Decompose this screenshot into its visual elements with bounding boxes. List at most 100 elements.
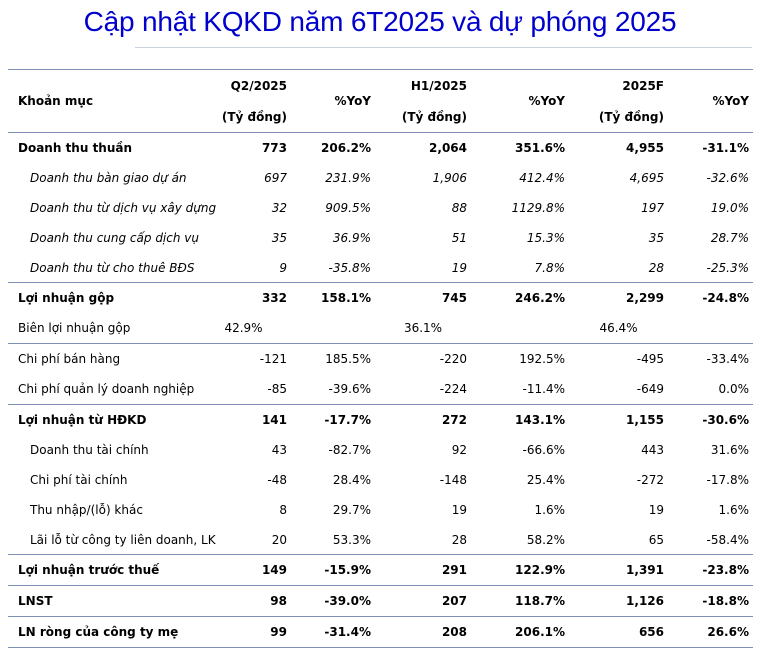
row-label: Chi phí bán hàng [8, 343, 196, 375]
table-row: Chi phí bán hàng -121 185.5% -220 192.5% -495… [8, 343, 753, 375]
header-q2: Q2/2025 [230, 79, 287, 93]
cell-f-yoy: 0.0% [718, 382, 750, 397]
cell-q2-yoy: -17.7% [291, 404, 375, 435]
cell-q2: 99 [196, 616, 291, 649]
cell-f-yoy: -58.4% [706, 532, 749, 547]
cell-h1-yoy: 15.3% [526, 230, 565, 245]
row-label: Doanh thu từ cho thuê BĐS [30, 260, 195, 275]
cell-q2: 149 [196, 554, 291, 586]
table-row: Chi phí quản lý doanh nghiệp -85 -39.6% -22… [8, 374, 753, 404]
header-2025f-yoy: %YoY [712, 94, 749, 108]
cell-f: 656 [569, 616, 668, 649]
cell-h1-yoy: 25.4% [526, 472, 565, 487]
table-row: Doanh thu bàn giao dự án 697 231.9% 1,906 41… [8, 163, 753, 193]
row-label: Lợi nhuận gộp [8, 282, 196, 314]
cell-h1-yoy [471, 313, 569, 343]
cell-h1-yoy: 192.5% [471, 343, 569, 375]
header-q2-yoy: %YoY [334, 94, 371, 108]
row-label: Doanh thu tài chính [30, 442, 149, 457]
cell-h1: 272 [375, 404, 471, 435]
row-label: Doanh thu cung cấp dịch vụ [30, 230, 199, 245]
table-row: Thu nhập/(lỗ) khác 8 29.7% 19 1.6% 19 1.6% [8, 495, 753, 525]
cell-q2: -85 [267, 382, 287, 397]
cell-h1: 36.1% [403, 321, 443, 336]
table-row: Doanh thu từ cho thuê BĐS 9 -35.8% 19 7.8% 28… [8, 253, 753, 283]
cell-f: 443 [641, 442, 664, 457]
table-row: Biên lợi nhuận gộp 42.9% 36.1% 46.4% [8, 313, 753, 343]
cell-h1-yoy: 122.9% [471, 554, 569, 586]
cell-h1-yoy: 246.2% [471, 282, 569, 314]
cell-q2-yoy: -39.6% [328, 382, 371, 397]
cell-h1: 1,906 [432, 170, 467, 185]
cell-q2-yoy: 206.2% [321, 140, 371, 155]
cell-h1: 2,064 [429, 140, 467, 155]
table-row: Doanh thu thuần 773 206.2% 2,064 351.6% 4,955… [8, 133, 753, 163]
cell-f: 28 [648, 260, 664, 275]
header-2025f-unit: (Tỷ đồng) [598, 110, 664, 124]
cell-f-yoy: -17.8% [706, 472, 749, 487]
row-label: Biên lợi nhuận gộp [18, 321, 131, 336]
cell-q2-yoy: 28.4% [332, 472, 371, 487]
cell-f-yoy: -18.8% [668, 585, 753, 617]
cell-h1-yoy: 1129.8% [511, 200, 565, 215]
cell-h1: 88 [451, 200, 467, 215]
cell-f: -272 [636, 472, 664, 487]
cell-h1: 19 [451, 502, 467, 517]
cell-q2-yoy: -15.9% [291, 554, 375, 586]
cell-h1: -220 [375, 343, 471, 375]
row-label: Doanh thu thuần [18, 140, 133, 155]
cell-f-yoy: 31.6% [710, 442, 749, 457]
table-row: Lợi nhuận từ HĐKD 141 -17.7% 272 143.1% 1,155… [8, 404, 753, 435]
page-title: Cập nhật KQKD năm 6T2025 và dự phóng 202… [83, 6, 677, 37]
header-h1-unit: (Tỷ đồng) [401, 110, 467, 124]
cell-h1: -148 [439, 472, 467, 487]
cell-f: 4,695 [629, 170, 664, 185]
cell-f-yoy: -31.1% [702, 140, 749, 155]
cell-f-yoy: 26.6% [668, 616, 753, 649]
header-h1-yoy: %YoY [528, 94, 565, 108]
cell-h1: -224 [439, 382, 467, 397]
table-row: Doanh thu tài chính 43 -82.7% 92 -66.6% 443 31… [8, 435, 753, 465]
header-item: Khoản mục [18, 94, 94, 108]
cell-f: 1,391 [569, 554, 668, 586]
cell-q2-yoy: -31.4% [291, 616, 375, 649]
cell-f-yoy: -33.4% [668, 343, 753, 375]
cell-f: 197 [641, 200, 664, 215]
cell-f: 65 [648, 532, 664, 547]
cell-h1-yoy: 7.8% [534, 260, 566, 275]
cell-f-yoy: 19.0% [710, 200, 749, 215]
cell-h1: 28 [451, 532, 467, 547]
cell-f: 19 [648, 502, 664, 517]
cell-f-yoy: 1.6% [718, 502, 750, 517]
cell-q2-yoy: 29.7% [332, 502, 371, 517]
header-2025f: 2025F [622, 79, 664, 93]
cell-q2: 20 [271, 532, 287, 547]
cell-f: 1,155 [569, 404, 668, 435]
cell-h1: 745 [375, 282, 471, 314]
cell-q2: 9 [279, 260, 287, 275]
table-header: Khoản mục Q2/2025 %YoY H1/2025 %YoY 2025… [8, 69, 753, 133]
cell-q2: 42.9% [224, 321, 263, 336]
cell-f-yoy: -24.8% [668, 282, 753, 314]
cell-q2-yoy: 53.3% [332, 532, 371, 547]
cell-q2: 43 [271, 442, 287, 457]
row-label: Lãi lỗ từ công ty liên doanh, LK [30, 532, 216, 547]
cell-f-yoy: -30.6% [668, 404, 753, 435]
header-h1: H1/2025 [410, 79, 467, 93]
cell-q2: 98 [196, 585, 291, 617]
cell-h1-yoy: -11.4% [522, 382, 565, 397]
table-row: Chi phí tài chính -48 28.4% -148 25.4% -272 -1… [8, 465, 753, 495]
cell-q2-yoy [291, 313, 375, 343]
cell-q2-yoy: 909.5% [325, 200, 371, 215]
table-row: LN ròng của công ty mẹ 99 -31.4% 208 206.1% 6… [8, 616, 753, 649]
cell-h1: 207 [375, 585, 471, 617]
cell-h1: 92 [451, 442, 467, 457]
cell-h1-yoy: 351.6% [515, 140, 565, 155]
cell-f: 1,126 [569, 585, 668, 617]
row-label: Chi phí tài chính [30, 472, 128, 487]
row-label: Doanh thu từ dịch vụ xây dựng [30, 200, 217, 215]
cell-f-yoy: 28.7% [710, 230, 749, 245]
cell-q2: 141 [196, 404, 291, 435]
cell-h1-yoy: 143.1% [471, 404, 569, 435]
